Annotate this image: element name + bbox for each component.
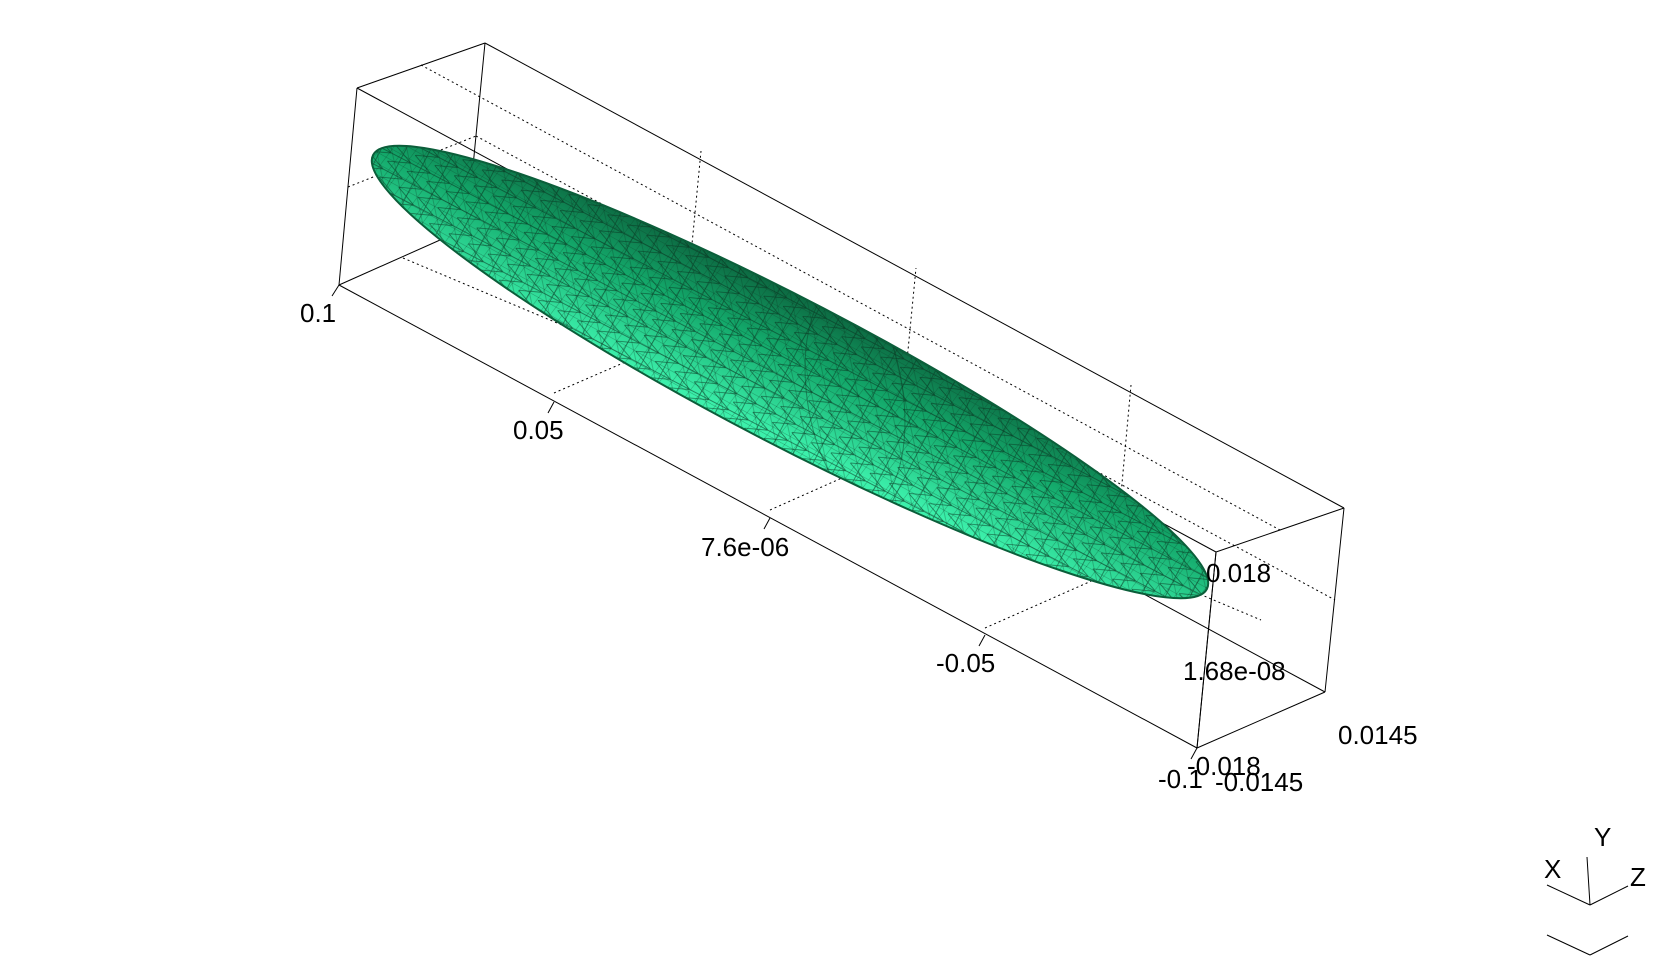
y-tick-label: 0.018 xyxy=(1206,558,1271,588)
bounding-box-front xyxy=(1196,551,1217,749)
z-tick-label: 0.0145 xyxy=(1338,720,1418,750)
x-tick-label: 0.1 xyxy=(300,298,336,328)
triad-z-label: Z xyxy=(1630,862,1646,892)
ellipsoid-mesh[interactable] xyxy=(300,91,1300,660)
triad-y-label: Y xyxy=(1594,822,1611,852)
tick-marks xyxy=(331,284,1198,760)
x-tick-label: 0.05 xyxy=(513,415,564,445)
triad-x-label: X xyxy=(1544,854,1561,884)
orientation-triad: Y X Z xyxy=(1544,822,1646,956)
x-tick-label: 7.6e-06 xyxy=(701,532,789,562)
x-tick-label: -0.05 xyxy=(936,648,995,678)
y-tick-label: -0.018 xyxy=(1187,751,1261,781)
z-tick-label: -0.0145 xyxy=(1215,767,1303,797)
x-tick-label: -0.1 xyxy=(1158,764,1203,794)
y-tick-label: 1.68e-08 xyxy=(1183,656,1286,686)
